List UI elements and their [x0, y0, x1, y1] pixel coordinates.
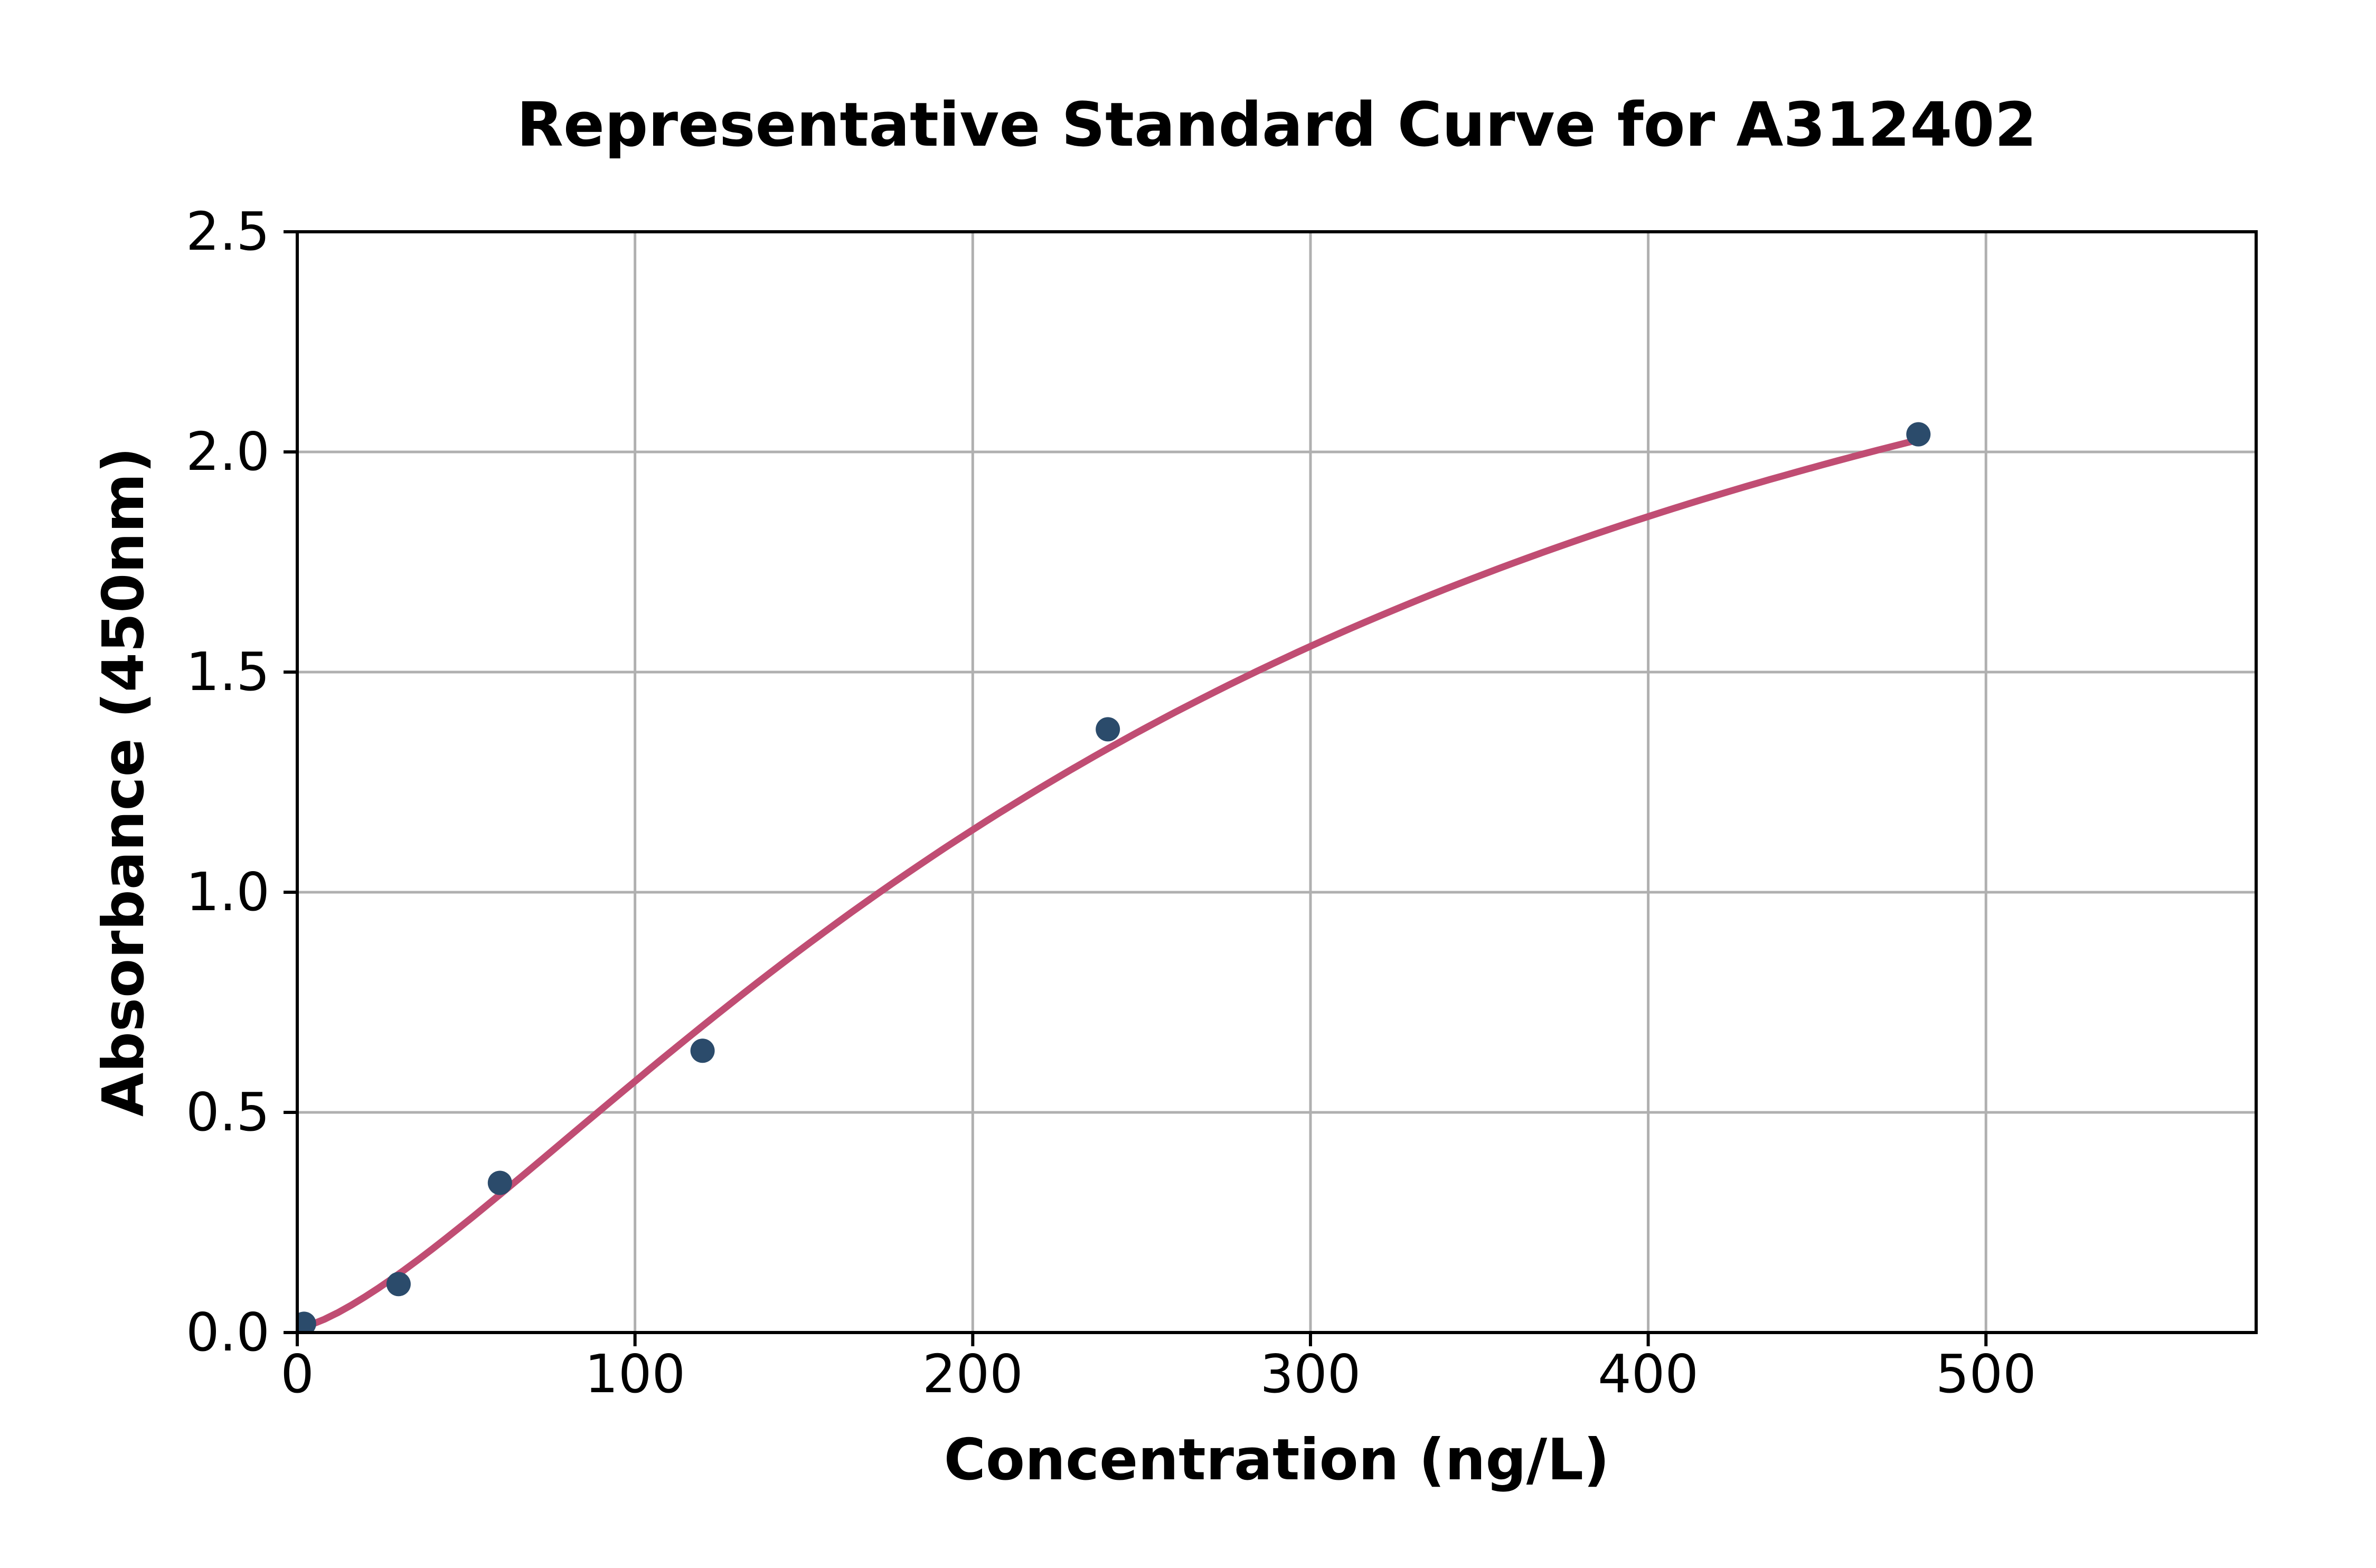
x-tick-label: 300: [1260, 1343, 1361, 1405]
x-tick-label: 400: [1598, 1343, 1699, 1405]
y-tick-label: 1.5: [185, 641, 270, 703]
y-tick-label: 2.5: [185, 201, 270, 262]
axes-spines: [296, 230, 2258, 1334]
y-tick-label: 2.0: [185, 421, 270, 483]
gridlines: [297, 232, 2256, 1333]
data-point: [487, 1170, 512, 1195]
data-point: [1906, 422, 1931, 447]
data-point: [297, 1311, 316, 1333]
x-tick-label: 0: [280, 1343, 314, 1405]
y-tick-label: 0.0: [185, 1301, 270, 1363]
x-tick-label: 200: [922, 1343, 1023, 1405]
data-point: [1096, 717, 1120, 742]
y-axis-label: Absorbance (450nm): [91, 447, 157, 1117]
y-tick-label: 0.5: [185, 1081, 270, 1143]
x-axis-label: Concentration (ng/L): [944, 1427, 1610, 1493]
x-tick-label: 500: [1935, 1343, 2036, 1405]
tick-marks: [284, 230, 1988, 1346]
data-point: [386, 1272, 411, 1297]
fit-curve: [297, 436, 1919, 1332]
y-tick-label: 1.0: [185, 861, 270, 923]
data-point: [690, 1038, 715, 1063]
x-tick-label: 100: [584, 1343, 686, 1405]
chart-title: Representative Standard Curve for A31240…: [516, 90, 2037, 160]
